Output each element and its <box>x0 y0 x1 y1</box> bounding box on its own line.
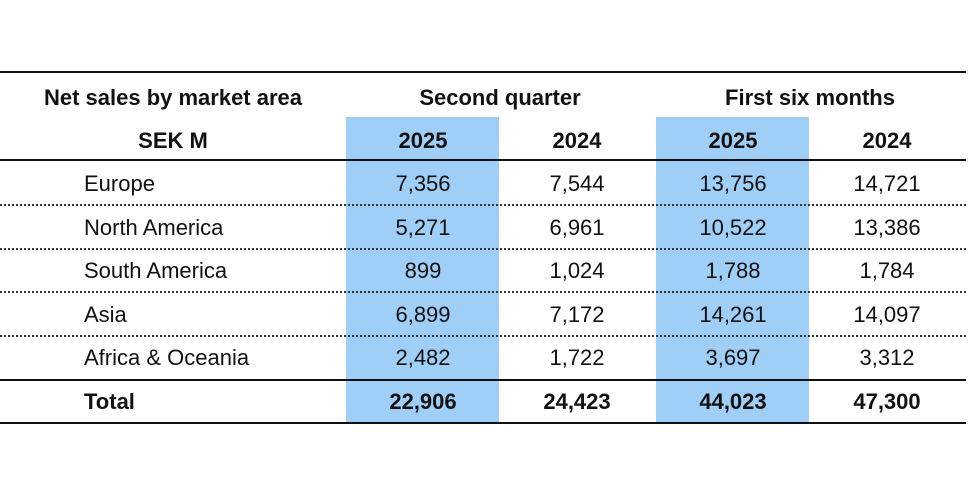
header-title: Net sales by market area <box>43 85 303 110</box>
cell-value: 7,544 <box>549 171 605 196</box>
cell-value: 7,172 <box>549 302 605 327</box>
total-value: 24,423 <box>543 389 611 414</box>
cell-value: 2,482 <box>395 345 451 370</box>
total-value: 44,023 <box>699 389 767 414</box>
unit-label: SEK M <box>138 128 208 153</box>
row-label: Africa & Oceania <box>84 345 250 370</box>
top-rule <box>0 71 966 73</box>
highlight-column <box>656 117 809 423</box>
year-header: 2024 <box>552 128 602 153</box>
row-label: North America <box>84 215 224 240</box>
highlight-column <box>346 117 499 423</box>
row-label: Europe <box>84 171 155 196</box>
row-divider <box>0 291 966 293</box>
year-header: 2024 <box>862 128 912 153</box>
total-label: Total <box>84 389 135 414</box>
cell-value: 14,097 <box>853 302 921 327</box>
cell-value: 1,788 <box>705 258 761 283</box>
cell-value: 14,721 <box>853 171 921 196</box>
cell-value: 5,271 <box>395 215 451 240</box>
cell-value: 899 <box>404 258 442 283</box>
cell-value: 3,697 <box>705 345 761 370</box>
year-header: 2025 <box>708 128 758 153</box>
bottom-rule <box>0 422 966 424</box>
cell-value: 13,386 <box>853 215 921 240</box>
cell-value: 14,261 <box>699 302 767 327</box>
cell-value: 1,784 <box>859 258 915 283</box>
row-divider <box>0 248 966 250</box>
cell-value: 6,899 <box>395 302 451 327</box>
row-divider <box>0 204 966 206</box>
group-header: First six months <box>725 85 895 110</box>
cell-value: 1,024 <box>549 258 605 283</box>
header-rule <box>0 159 966 161</box>
cell-value: 13,756 <box>699 171 767 196</box>
cell-value: 3,312 <box>859 345 915 370</box>
row-label: Asia <box>84 302 127 327</box>
row-label: South America <box>84 258 228 283</box>
cell-value: 7,356 <box>395 171 451 196</box>
cell-value: 1,722 <box>549 345 605 370</box>
total-value: 47,300 <box>853 389 921 414</box>
cell-value: 6,961 <box>549 215 605 240</box>
year-header: 2025 <box>398 128 448 153</box>
cell-value: 10,522 <box>699 215 767 240</box>
total-value: 22,906 <box>389 389 457 414</box>
total-rule <box>0 379 966 381</box>
group-header: Second quarter <box>419 85 581 110</box>
row-divider <box>0 335 966 337</box>
